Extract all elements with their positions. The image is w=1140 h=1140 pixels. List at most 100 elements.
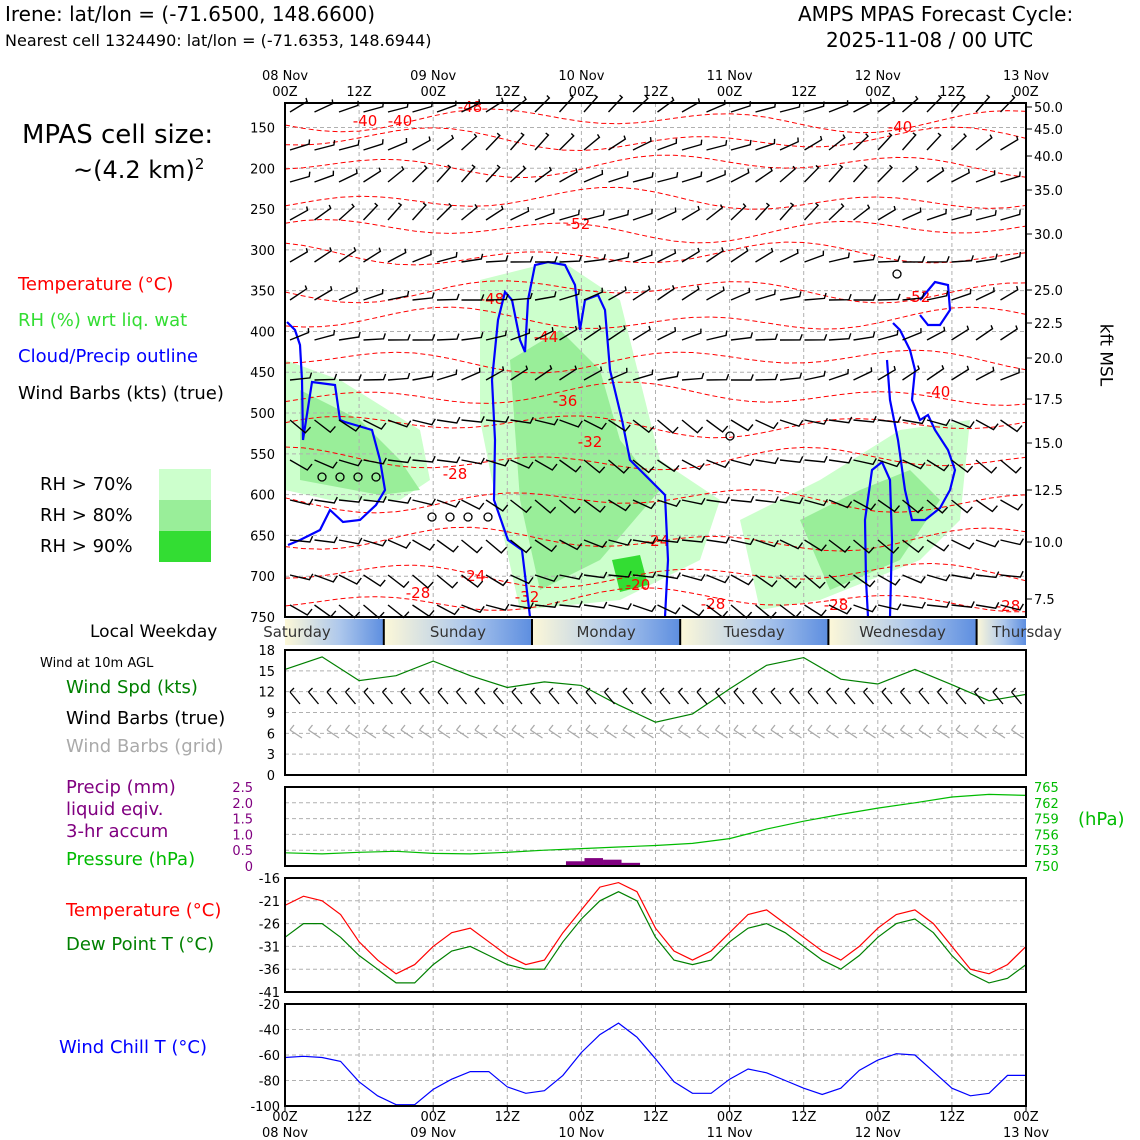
pressure-tick-label: 765: [1034, 781, 1059, 796]
surface-wind-barb: [770, 687, 782, 705]
surface-grid-barb: [363, 724, 377, 739]
wind-barb: [951, 325, 970, 341]
temperature-contour-label: -28: [701, 595, 726, 613]
wind-barb: [314, 459, 338, 469]
wind-barb: [412, 250, 432, 263]
surface-wind-barb: [382, 687, 393, 705]
temperature-contour: [284, 280, 1027, 304]
surface-grid-barb: [770, 724, 784, 739]
wind-barb: [779, 165, 797, 183]
surface-grid-barb: [640, 724, 654, 739]
wind-barb: [608, 499, 631, 512]
pressure-tick-label: 700: [250, 570, 275, 585]
wind-barb: [583, 325, 602, 341]
wind-tick-label: 15: [258, 665, 275, 680]
wind-barb: [926, 574, 951, 582]
pressure-tick-label: 300: [250, 244, 275, 259]
wind-barb: [828, 203, 845, 221]
cloud-outline: [490, 260, 670, 618]
top-date-label: 13 Nov: [1003, 69, 1049, 84]
wind-barb: [926, 459, 950, 472]
wind-barb: [314, 373, 338, 381]
wind-barb: [412, 371, 435, 381]
surface-wind-barb: [937, 687, 948, 705]
wind-barb: [583, 419, 607, 430]
wind-barb: [706, 330, 728, 341]
wind-barb: [804, 539, 827, 552]
dewpoint-line: [284, 891, 1027, 984]
wind-barb: [338, 287, 358, 301]
precip-tick-label: 1.0: [232, 828, 253, 843]
wind-barb: [951, 601, 975, 608]
wind-barb: [730, 419, 754, 432]
wind-tick-label: 6: [267, 727, 275, 742]
station-title: Irene: lat/lon = (-71.6500, 148.6600): [5, 2, 376, 26]
wind-barb: [485, 574, 509, 587]
surface-grid-barb: [659, 724, 673, 739]
surface-wind-barb: [493, 687, 504, 705]
wind-barb: [877, 255, 901, 263]
wind-barb: [559, 572, 584, 580]
wind-barb: [632, 571, 657, 579]
upper-panel-frame: [284, 102, 1027, 618]
wind-barb: [951, 572, 976, 580]
wind-barb: [730, 458, 755, 466]
wind-barb: [828, 539, 851, 553]
wind-barb: [632, 208, 653, 221]
bottom-time-label: 12Z: [939, 1110, 965, 1125]
wind-barb: [731, 374, 754, 381]
wind-barb: [1000, 570, 1024, 578]
wind-barb: [755, 247, 774, 263]
precip-panel-frame: [284, 786, 1027, 867]
wind-barb: [804, 604, 827, 617]
wind-barb: [338, 419, 362, 432]
wind-barb: [804, 455, 828, 463]
wind-barb: [657, 604, 681, 615]
surface-wind-barb: [345, 687, 356, 705]
wind-barb: [681, 139, 703, 151]
height-tick-label: 25.0: [1034, 284, 1063, 299]
wind-barb: [412, 455, 436, 463]
wind-barb: [804, 292, 827, 301]
pressure-tick-label: 600: [250, 489, 275, 504]
wind-barb: [1000, 171, 1021, 183]
pressure-tick-label: 750: [250, 611, 275, 626]
wind-barb: [289, 328, 310, 341]
wind-barb: [779, 291, 802, 301]
surface-wind-barb: [326, 687, 338, 705]
wind-barb: [461, 457, 485, 465]
wind-barb: [730, 332, 754, 341]
wind-barb: [755, 289, 776, 301]
wind-barb: [387, 419, 412, 428]
forecast-cycle-date: 2025-11-08 / 00 UTC: [826, 28, 1034, 52]
wind-barb: [706, 204, 724, 221]
temp-tick-label: -21: [259, 895, 280, 910]
wind-barb: [436, 251, 458, 263]
wind-barb: [877, 329, 899, 341]
surface-wind-barb: [437, 687, 449, 705]
weekday-name: Saturday: [263, 623, 331, 641]
wind-barb: [804, 370, 826, 381]
wind-barb: [902, 539, 925, 554]
temperature-contour: [284, 306, 1027, 330]
surface-wind-barb: [641, 687, 652, 705]
temp-tick-label: -36: [259, 963, 280, 978]
wind-barb: [534, 459, 558, 471]
windchill-line: [284, 1022, 1026, 1106]
wind-barb: [779, 372, 803, 381]
windchill-tick-label: -100: [250, 1100, 280, 1115]
wind-barb: [755, 574, 778, 588]
wind-barb: [657, 371, 680, 381]
wind-barb: [681, 98, 701, 113]
wind-barb: [363, 457, 387, 465]
wind-barb: [755, 333, 779, 341]
precip-tick-label: 2.5: [232, 781, 253, 796]
wind-barb: [338, 169, 358, 183]
wind-barb: [926, 539, 950, 552]
wind-barb: [975, 499, 998, 513]
surface-grid-barb: [511, 724, 525, 739]
temperature-contour-label: -20: [626, 576, 651, 594]
wind-barb: [902, 459, 926, 470]
wind-barb: [681, 573, 706, 582]
wind-barb: [363, 495, 387, 503]
